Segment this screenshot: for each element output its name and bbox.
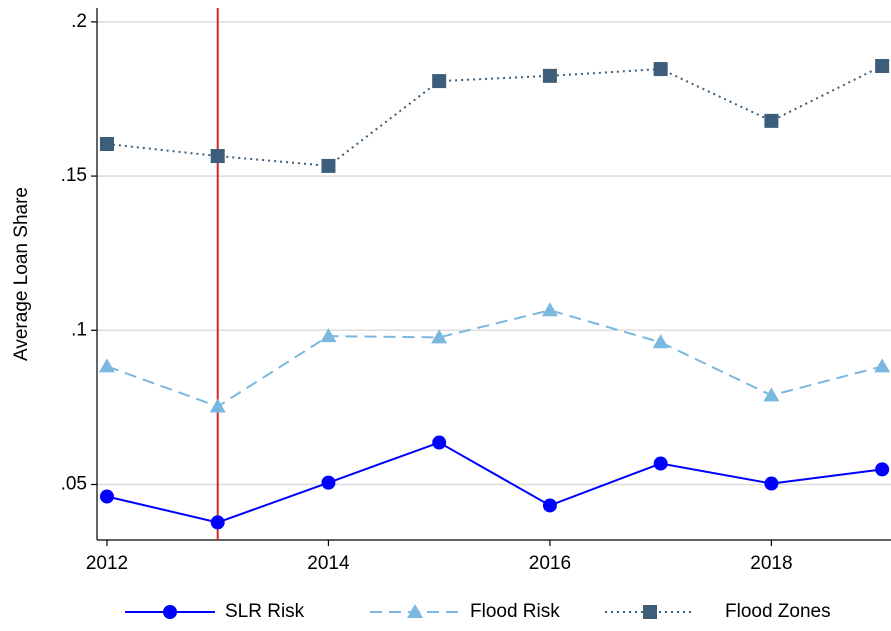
marker [210,515,225,530]
legend-label: SLR Risk [225,601,305,622]
series-line [106,65,883,167]
marker [432,435,447,450]
x-tick-label: 2014 [307,553,350,574]
marker [542,68,557,83]
marker [875,58,890,73]
series-line [106,441,883,524]
marker [764,113,779,128]
marker [321,475,336,490]
marker [541,302,558,317]
x-tick-label: 2018 [750,553,792,574]
marker [99,489,114,504]
marker [653,62,668,77]
marker [209,398,226,413]
y-tick-label: .1 [71,319,87,340]
marker [653,456,668,471]
marker [210,149,225,164]
marker [875,462,890,477]
y-tick-label: .2 [71,11,87,32]
legend-label: Flood Zones [725,601,831,622]
marker [874,358,891,373]
x-tick-label: 2016 [529,553,571,574]
legend-label: Flood Risk [470,601,560,622]
y-tick-label: .05 [61,474,87,495]
marker [763,387,780,402]
x-tick-label: 2012 [86,553,128,574]
legend-marker [163,605,177,619]
legend-marker [407,604,423,618]
marker [320,328,337,343]
series-line [106,309,883,408]
marker [652,334,669,349]
y-axis-label: Average Loan Share [11,187,32,361]
marker [98,358,115,373]
marker [764,476,779,491]
marker [99,137,114,152]
marker [432,74,447,89]
marker [542,498,557,513]
y-tick-label: .15 [61,165,87,186]
legend-marker [643,605,657,619]
marker [431,329,448,344]
marker [321,158,336,173]
